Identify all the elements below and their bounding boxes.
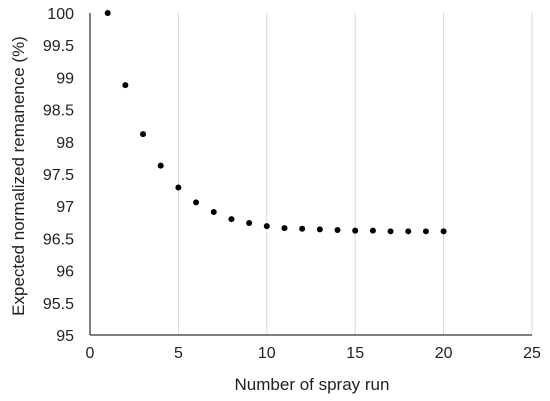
x-tick-label: 5 [174, 345, 183, 362]
axes [89, 13, 532, 336]
data-point [352, 227, 359, 234]
y-tick-label: 95 [56, 328, 74, 345]
x-axis-label: Number of spray run [235, 375, 390, 394]
y-tick-label: 96.5 [43, 231, 74, 248]
x-tick-label: 0 [86, 345, 95, 362]
x-tick-labels: 0 5 10 15 20 25 [86, 345, 541, 362]
data-point [299, 225, 306, 232]
x-tick-label: 15 [346, 345, 364, 362]
data-point [405, 228, 412, 235]
data-point [228, 216, 235, 223]
data-point [104, 10, 111, 16]
y-tick-label: 97.5 [43, 167, 74, 184]
y-tick-label: 96 [56, 264, 74, 281]
data-point [140, 131, 147, 138]
data-point [122, 82, 129, 89]
y-tick-label: 97 [56, 199, 74, 216]
data-points [104, 10, 447, 235]
data-point [369, 227, 376, 234]
y-axis-label: Expected normalized remanence (%) [9, 36, 28, 316]
y-tick-label: 98.5 [43, 103, 74, 120]
data-point [193, 199, 200, 206]
grid-lines [177, 13, 533, 335]
y-tick-label: 95.5 [43, 296, 74, 313]
y-tick-label: 98 [56, 135, 74, 152]
x-tick-label: 10 [258, 345, 276, 362]
y-tick-label: 99.5 [43, 38, 74, 55]
data-point [210, 208, 217, 215]
data-point [263, 223, 270, 230]
data-point [422, 228, 429, 235]
data-point [281, 225, 288, 232]
x-tick-label: 25 [523, 345, 541, 362]
y-tick-labels: 95 95.5 96 96.5 97 97.5 98 98.5 99 99.5 100 [43, 6, 74, 345]
data-point [387, 228, 394, 235]
x-tick-label: 20 [435, 345, 453, 362]
data-point [246, 219, 253, 226]
data-point [157, 162, 164, 169]
data-point [334, 227, 341, 234]
data-point [316, 226, 323, 233]
y-tick-label: 99 [56, 70, 74, 87]
data-point [440, 228, 447, 235]
data-point [175, 184, 182, 191]
y-tick-label: 100 [47, 6, 74, 23]
